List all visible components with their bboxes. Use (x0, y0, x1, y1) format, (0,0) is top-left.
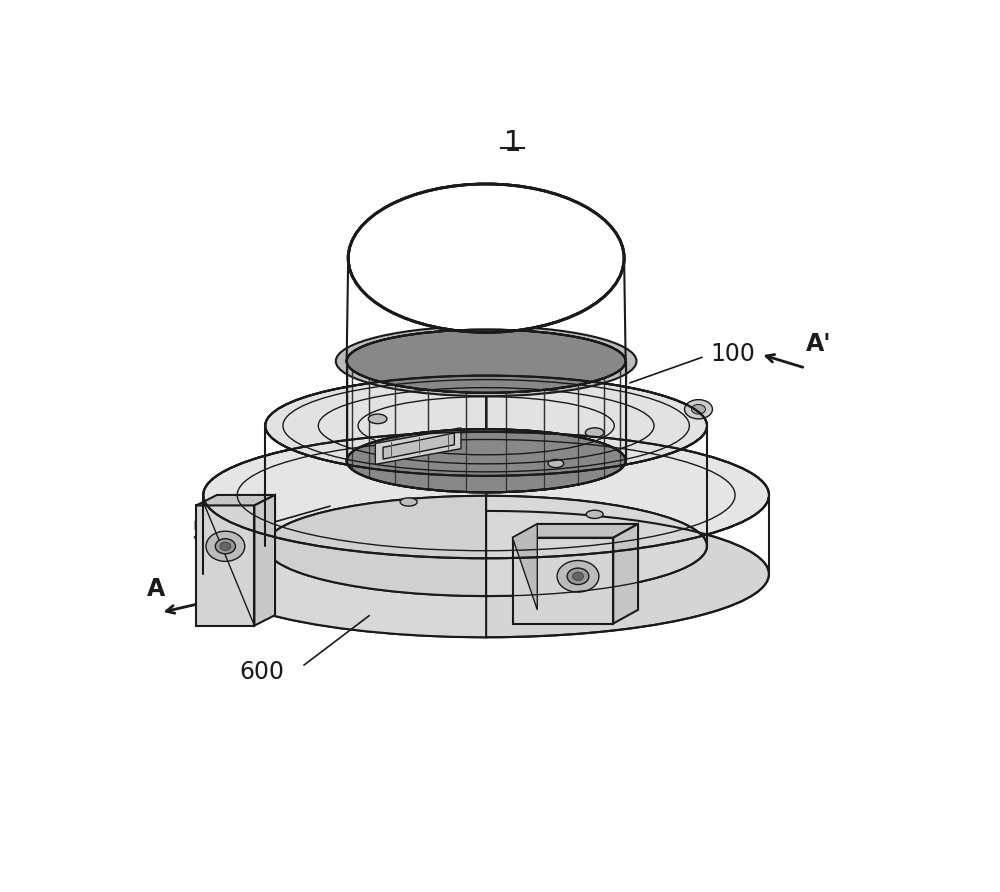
Ellipse shape (203, 511, 769, 637)
Polygon shape (254, 495, 275, 625)
Ellipse shape (548, 459, 564, 467)
Polygon shape (375, 428, 461, 465)
Ellipse shape (206, 531, 245, 561)
Polygon shape (486, 329, 625, 492)
Text: 500: 500 (191, 519, 236, 543)
Ellipse shape (368, 414, 387, 424)
Text: 100: 100 (710, 343, 755, 367)
Polygon shape (512, 538, 613, 624)
Polygon shape (196, 495, 275, 506)
Ellipse shape (347, 329, 626, 392)
Ellipse shape (348, 184, 624, 333)
Ellipse shape (685, 400, 712, 419)
Text: A: A (147, 577, 165, 601)
Ellipse shape (585, 428, 604, 437)
Polygon shape (613, 524, 638, 624)
Polygon shape (204, 432, 486, 637)
Ellipse shape (336, 326, 637, 396)
Ellipse shape (215, 539, 235, 554)
Polygon shape (486, 376, 707, 596)
Ellipse shape (265, 496, 707, 596)
Ellipse shape (573, 572, 583, 581)
Polygon shape (347, 329, 486, 492)
Ellipse shape (265, 376, 707, 475)
Polygon shape (196, 506, 254, 625)
Ellipse shape (347, 429, 626, 492)
Ellipse shape (203, 432, 769, 558)
Ellipse shape (567, 568, 589, 584)
Text: 1: 1 (504, 129, 521, 157)
Polygon shape (512, 524, 537, 610)
Polygon shape (383, 433, 454, 459)
Ellipse shape (692, 404, 705, 414)
Ellipse shape (586, 510, 603, 518)
Text: A': A' (805, 332, 831, 356)
Ellipse shape (400, 498, 417, 506)
Ellipse shape (557, 560, 599, 592)
Text: 600: 600 (240, 659, 285, 683)
Polygon shape (266, 376, 486, 596)
Polygon shape (512, 524, 638, 538)
Ellipse shape (347, 329, 626, 392)
Ellipse shape (220, 542, 231, 550)
